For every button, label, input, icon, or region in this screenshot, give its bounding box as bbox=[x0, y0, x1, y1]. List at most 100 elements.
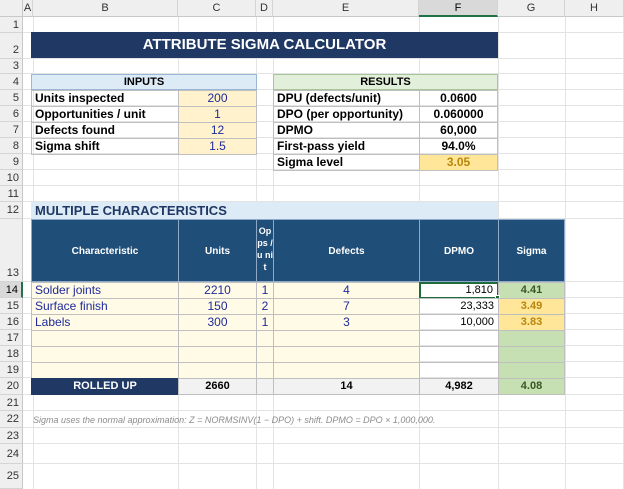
empty-sigma-cell[interactable] bbox=[498, 330, 565, 347]
rolled-up-dpmo[interactable]: 4,982 bbox=[419, 378, 499, 395]
empty-dpmo-cell[interactable] bbox=[419, 346, 499, 363]
rolled-up-sigma[interactable]: 4.08 bbox=[498, 378, 565, 395]
rolled-up-ops[interactable] bbox=[256, 378, 274, 395]
row-header[interactable]: 19 bbox=[0, 362, 23, 378]
ops-cell[interactable]: 1 bbox=[256, 282, 274, 299]
select-all-corner[interactable] bbox=[0, 0, 23, 17]
column-header-b[interactable]: B bbox=[33, 0, 178, 17]
dpu-value[interactable]: 0.0600 bbox=[419, 90, 498, 107]
gridline bbox=[23, 73, 624, 74]
column-header-a[interactable]: A bbox=[23, 0, 33, 17]
col-header-defects[interactable]: Defects bbox=[273, 219, 420, 282]
col-header-units[interactable]: Units bbox=[178, 219, 257, 282]
row-header[interactable]: 14 bbox=[0, 282, 23, 298]
empty-input-cell[interactable] bbox=[31, 362, 179, 379]
characteristic-name[interactable]: Surface finish bbox=[31, 298, 179, 315]
sigma-cell[interactable]: 3.49 bbox=[498, 298, 565, 315]
defects-found-input[interactable]: 12 bbox=[178, 122, 257, 139]
section-title-multiple-characteristics[interactable]: MULTIPLE CHARACTERISTICS bbox=[31, 202, 498, 219]
empty-input-cell[interactable] bbox=[256, 330, 274, 347]
empty-input-cell[interactable] bbox=[256, 346, 274, 363]
empty-input-cell[interactable] bbox=[178, 330, 257, 347]
sigma-level-value[interactable]: 3.05 bbox=[419, 154, 498, 171]
row-header[interactable]: 18 bbox=[0, 346, 23, 362]
dpmo-cell-selected[interactable]: 1,810 bbox=[419, 282, 499, 299]
row-header[interactable]: 24 bbox=[0, 444, 23, 464]
dpmo-value[interactable]: 60,000 bbox=[419, 122, 498, 139]
row-header[interactable]: 8 bbox=[0, 138, 23, 154]
row-header[interactable]: 7 bbox=[0, 122, 23, 138]
first-pass-yield-value[interactable]: 94.0% bbox=[419, 138, 498, 155]
col-header-ops[interactable]: Op ps /u nit bbox=[256, 219, 274, 282]
characteristic-name[interactable]: Solder joints bbox=[31, 282, 179, 299]
empty-input-cell[interactable] bbox=[273, 346, 420, 363]
empty-dpmo-cell[interactable] bbox=[419, 330, 499, 347]
col-header-characteristic[interactable]: Characteristic bbox=[31, 219, 179, 282]
result-label-sigma-level: Sigma level bbox=[273, 154, 420, 171]
units-cell[interactable]: 300 bbox=[178, 314, 257, 331]
dpmo-cell[interactable]: 23,333 bbox=[419, 298, 499, 315]
row-header[interactable]: 9 bbox=[0, 154, 23, 170]
empty-input-cell[interactable] bbox=[273, 362, 420, 379]
defects-cell[interactable]: 7 bbox=[273, 298, 420, 315]
empty-sigma-cell[interactable] bbox=[498, 362, 565, 379]
sigma-shift-input[interactable]: 1.5 bbox=[178, 138, 257, 155]
empty-input-cell[interactable] bbox=[178, 346, 257, 363]
row-header[interactable]: 16 bbox=[0, 314, 23, 330]
empty-input-cell[interactable] bbox=[31, 346, 179, 363]
rolled-up-label[interactable]: ROLLED UP bbox=[31, 378, 179, 395]
opportunities-input[interactable]: 1 bbox=[178, 106, 257, 123]
empty-input-cell[interactable] bbox=[31, 330, 179, 347]
row-header[interactable]: 22 bbox=[0, 411, 23, 428]
units-inspected-input[interactable]: 200 bbox=[178, 90, 257, 107]
gridline bbox=[23, 169, 624, 170]
column-header-f[interactable]: F bbox=[419, 0, 498, 17]
empty-input-cell[interactable] bbox=[256, 362, 274, 379]
gridline bbox=[23, 137, 624, 138]
row-header[interactable]: 10 bbox=[0, 170, 23, 186]
row-header[interactable]: 5 bbox=[0, 90, 23, 106]
row-header[interactable]: 23 bbox=[0, 428, 23, 444]
empty-dpmo-cell[interactable] bbox=[419, 362, 499, 379]
col-header-sigma[interactable]: Sigma bbox=[498, 219, 565, 282]
units-cell[interactable]: 2210 bbox=[178, 282, 257, 299]
sigma-cell[interactable]: 4.41 bbox=[498, 282, 565, 299]
column-header-e[interactable]: E bbox=[273, 0, 419, 17]
column-header-d[interactable]: D bbox=[256, 0, 273, 17]
row-header[interactable]: 25 bbox=[0, 464, 23, 489]
fill-handle[interactable] bbox=[495, 295, 500, 300]
row-header[interactable]: 17 bbox=[0, 330, 23, 346]
rolled-up-defects[interactable]: 14 bbox=[273, 378, 420, 395]
row-header[interactable]: 13 bbox=[0, 219, 23, 282]
row-header[interactable]: 12 bbox=[0, 202, 23, 219]
ops-cell[interactable]: 1 bbox=[256, 314, 274, 331]
row-header[interactable]: 3 bbox=[0, 59, 23, 74]
row-header[interactable]: 20 bbox=[0, 378, 23, 395]
empty-input-cell[interactable] bbox=[273, 330, 420, 347]
dpmo-cell[interactable]: 10,000 bbox=[419, 314, 499, 331]
column-header-c[interactable]: C bbox=[178, 0, 256, 17]
inputs-header[interactable]: INPUTS bbox=[31, 74, 257, 90]
defects-cell[interactable]: 3 bbox=[273, 314, 420, 331]
page-title[interactable]: ATTRIBUTE SIGMA CALCULATOR bbox=[31, 32, 498, 58]
column-header-g[interactable]: G bbox=[498, 0, 565, 17]
row-header[interactable]: 2 bbox=[0, 33, 23, 59]
ops-cell[interactable]: 2 bbox=[256, 298, 274, 315]
results-header[interactable]: RESULTS bbox=[273, 74, 498, 90]
dpo-value[interactable]: 0.060000 bbox=[419, 106, 498, 123]
row-header[interactable]: 11 bbox=[0, 186, 23, 202]
units-cell[interactable]: 150 bbox=[178, 298, 257, 315]
empty-sigma-cell[interactable] bbox=[498, 346, 565, 363]
sigma-cell[interactable]: 3.83 bbox=[498, 314, 565, 331]
col-header-dpmo[interactable]: DPMO bbox=[419, 219, 499, 282]
defects-cell[interactable]: 4 bbox=[273, 282, 420, 299]
row-header[interactable]: 21 bbox=[0, 395, 23, 411]
empty-input-cell[interactable] bbox=[178, 362, 257, 379]
row-header[interactable]: 6 bbox=[0, 106, 23, 122]
rolled-up-units[interactable]: 2660 bbox=[178, 378, 257, 395]
characteristic-name[interactable]: Labels bbox=[31, 314, 179, 331]
row-header[interactable]: 4 bbox=[0, 74, 23, 90]
row-header[interactable]: 1 bbox=[0, 17, 23, 33]
column-header-h[interactable]: H bbox=[565, 0, 624, 17]
row-header[interactable]: 15 bbox=[0, 298, 23, 314]
